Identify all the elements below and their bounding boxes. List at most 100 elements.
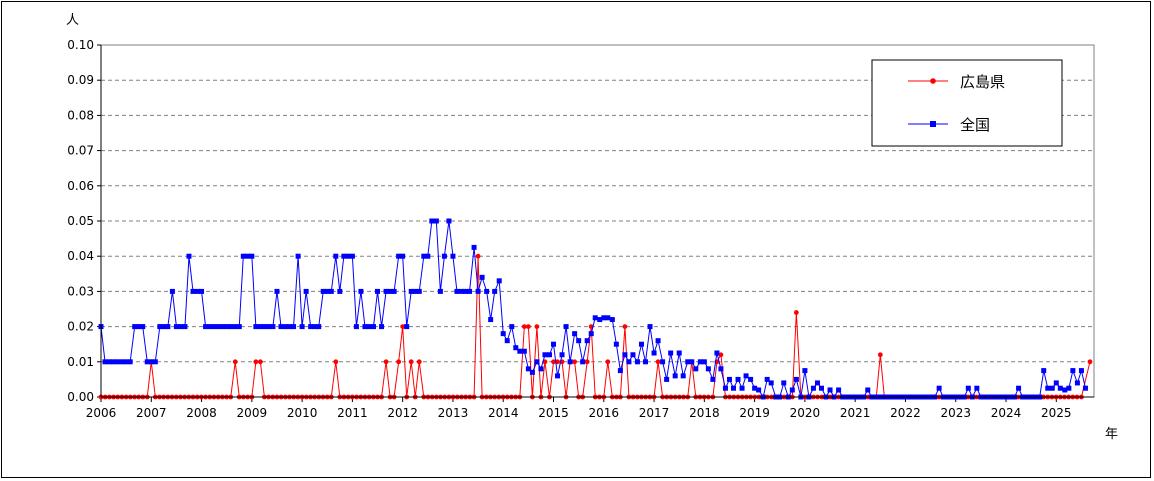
- data-point: [232, 359, 238, 365]
- data-point: [211, 324, 217, 330]
- data-point: [224, 324, 230, 330]
- data-point: [199, 288, 205, 294]
- data-point: [572, 331, 578, 337]
- data-point: [1045, 385, 1051, 391]
- data-point: [165, 324, 171, 330]
- data-point: [638, 341, 644, 347]
- data-point: [437, 288, 443, 294]
- data-point: [295, 253, 301, 259]
- x-tick-label: 2006: [86, 406, 117, 420]
- data-point: [588, 331, 594, 337]
- data-point: [739, 385, 745, 391]
- data-point: [433, 218, 439, 224]
- data-point: [781, 380, 787, 386]
- data-point: [102, 359, 108, 365]
- data-point: [400, 253, 406, 259]
- data-point: [308, 324, 314, 330]
- data-point: [429, 218, 435, 224]
- data-point: [597, 317, 603, 323]
- data-point: [316, 324, 322, 330]
- data-point: [534, 324, 540, 329]
- data-point: [441, 253, 447, 259]
- data-point: [186, 253, 192, 259]
- data-point: [580, 359, 586, 365]
- data-point: [136, 324, 142, 330]
- data-point: [303, 288, 309, 294]
- data-point: [504, 338, 510, 344]
- data-point: [454, 288, 460, 294]
- data-point: [463, 288, 469, 294]
- data-point: [722, 385, 728, 391]
- y-tick-label: 0.00: [67, 390, 94, 404]
- data-point: [551, 341, 557, 347]
- data-point: [689, 359, 695, 365]
- data-point: [500, 331, 506, 337]
- data-point: [748, 376, 754, 382]
- data-point: [408, 359, 414, 365]
- data-point: [743, 373, 749, 379]
- data-point: [1078, 368, 1084, 374]
- data-point: [789, 387, 795, 393]
- x-tick-label: 2010: [287, 406, 318, 420]
- data-point: [446, 218, 452, 224]
- data-point: [546, 352, 552, 358]
- data-point: [195, 288, 201, 294]
- data-point: [768, 380, 774, 386]
- data-point: [592, 315, 598, 321]
- x-tick-label: 2021: [840, 406, 871, 420]
- data-point: [626, 359, 632, 365]
- data-point: [563, 324, 569, 330]
- data-point: [265, 324, 271, 330]
- data-point: [1049, 385, 1055, 391]
- x-tick-label: 2013: [438, 406, 469, 420]
- x-tick-label: 2016: [589, 406, 620, 420]
- data-point: [157, 324, 163, 330]
- data-point: [220, 324, 226, 330]
- data-point: [521, 348, 527, 354]
- data-point: [358, 288, 364, 294]
- data-point: [366, 324, 372, 330]
- data-point: [622, 324, 628, 329]
- data-point: [324, 288, 330, 294]
- data-point: [584, 359, 590, 365]
- data-point: [123, 359, 129, 365]
- data-point: [333, 359, 339, 365]
- data-point: [974, 385, 980, 391]
- data-point: [693, 366, 699, 372]
- data-point: [328, 288, 334, 294]
- data-point: [152, 359, 158, 365]
- data-point: [207, 324, 213, 330]
- data-point: [278, 324, 284, 330]
- data-point: [726, 376, 732, 382]
- data-point: [471, 244, 477, 250]
- data-point: [965, 385, 971, 391]
- data-point: [525, 366, 531, 372]
- x-tick-label: 2009: [237, 406, 268, 420]
- x-tick-label: 2023: [940, 406, 971, 420]
- data-point: [291, 324, 297, 330]
- data-point: [232, 324, 238, 330]
- data-point: [655, 338, 661, 344]
- data-point: [756, 387, 762, 393]
- data-point: [1082, 385, 1088, 391]
- data-point: [412, 288, 418, 294]
- x-tick-label: 2020: [790, 406, 821, 420]
- data-point: [257, 324, 263, 330]
- data-point: [396, 359, 402, 365]
- y-tick-label: 0.06: [67, 179, 94, 193]
- data-point: [475, 288, 481, 294]
- data-point: [710, 376, 716, 382]
- data-point: [182, 324, 188, 330]
- data-point: [287, 324, 293, 330]
- data-point: [253, 324, 259, 330]
- data-point: [685, 359, 691, 365]
- data-point: [764, 376, 770, 382]
- data-point: [312, 324, 318, 330]
- data-point: [345, 253, 351, 259]
- data-point: [173, 324, 179, 330]
- y-tick-label: 0.01: [67, 355, 94, 369]
- data-point: [404, 324, 410, 330]
- data-point: [865, 387, 871, 393]
- data-point: [383, 359, 389, 365]
- x-tick-label: 2017: [639, 406, 670, 420]
